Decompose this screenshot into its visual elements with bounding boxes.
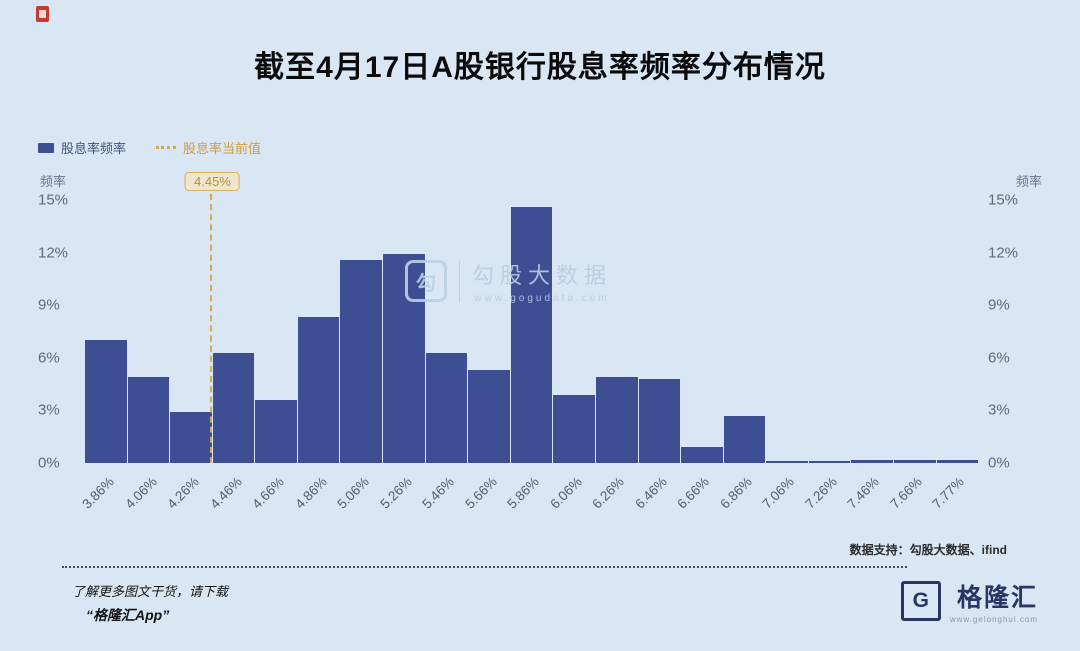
dotted-divider <box>62 566 907 568</box>
bar-6.26% <box>595 377 638 463</box>
x-axis-label: 3.86% <box>79 474 117 512</box>
y-axis-tick: 6% <box>38 349 60 367</box>
chart-title: 截至4月17日A股银行股息率频率分布情况 <box>254 51 826 84</box>
bar-6.86% <box>723 415 766 463</box>
y-axis-tick: 12% <box>38 244 69 262</box>
bar-7.46% <box>851 459 893 463</box>
brand-name: 格隆汇 <box>956 584 1038 612</box>
y-axis-title-left: 频率 <box>40 174 67 189</box>
y-axis-tick: 12% <box>988 244 1019 262</box>
x-axis-label: 7.46% <box>844 474 883 512</box>
x-axis-label: 7.77% <box>929 474 968 512</box>
y-axis-tick: 0% <box>38 454 60 472</box>
promo-text-line1: 了解更多图文干货，请下载 <box>72 584 229 599</box>
y-axis-tick: 9% <box>988 296 1010 314</box>
bar-7.06% <box>766 461 808 463</box>
x-axis-label: 6.06% <box>546 474 585 512</box>
red-seal-icon <box>36 6 49 22</box>
bar-6.06% <box>553 394 595 463</box>
bar-4.06% <box>127 377 170 463</box>
bar-5.66% <box>468 370 510 463</box>
y-axis-left: 0% 3% 6% 9% 12% 15% <box>38 192 84 472</box>
bar-3.86% <box>85 340 127 463</box>
chart-legend: 股息率频率 股息率当前值 <box>38 138 261 157</box>
x-axis-label: 6.26% <box>589 474 628 512</box>
brand-url: www.gelonghui.com <box>949 615 1038 624</box>
bar-7.26% <box>808 461 851 463</box>
x-axis: 3.86% 4.06% 4.26% 4.46% 4.66% 4.86% 5.06% 5.26%… <box>79 468 978 540</box>
promo-text-line2: “格隆汇App” <box>86 607 170 623</box>
bar-4.66% <box>255 399 297 463</box>
x-axis-label: 5.46% <box>419 474 458 512</box>
y-axis-tick: 9% <box>38 296 60 314</box>
y-axis-tick: 0% <box>988 454 1010 472</box>
bar-4.86% <box>297 317 340 463</box>
x-axis-label: 7.26% <box>802 474 840 512</box>
x-axis-label: 4.26% <box>164 474 202 512</box>
current-value-line: 4.45% <box>185 172 240 463</box>
y-axis-tick: 15% <box>38 191 69 209</box>
brand-text-block: 格隆汇 www.gelonghui.com <box>950 578 1038 624</box>
y-axis-right: 0% 3% 6% 9% 12% 15% <box>988 192 1034 472</box>
bar-4.46% <box>212 352 255 463</box>
bar-swatch-icon <box>38 142 54 153</box>
y-axis-tick: 15% <box>988 191 1019 209</box>
bar-6.66% <box>681 447 723 463</box>
x-axis-label: 4.66% <box>249 474 287 512</box>
bar-7.66% <box>893 459 936 463</box>
x-axis-label: 4.46% <box>206 474 245 512</box>
x-axis-label: 6.46% <box>632 474 670 512</box>
bar-5.26% <box>383 254 425 463</box>
x-axis-label: 4.86% <box>291 474 330 512</box>
x-axis-label: 6.86% <box>717 474 755 512</box>
x-axis-label: 5.86% <box>504 474 543 512</box>
bar-5.46% <box>425 352 468 463</box>
bar-6.46% <box>638 378 681 463</box>
bar-5.86% <box>510 207 553 463</box>
bar-5.06% <box>340 259 383 463</box>
y-axis-tick: 6% <box>988 349 1010 367</box>
gelonghui-brand: G 格隆汇 www.gelonghui.com <box>900 578 1038 624</box>
gelonghui-logo-icon: G <box>900 581 941 621</box>
bar-4.26% <box>170 412 212 463</box>
histogram-bars <box>85 200 979 463</box>
x-axis-label: 6.66% <box>674 474 713 512</box>
bar-7.77% <box>936 459 979 463</box>
data-support-note: 数据支持：勾股大数据、ifind <box>849 543 1007 557</box>
legend-item-frequency: 股息率频率 <box>38 138 126 157</box>
plot-area: 勾 勾股大数据 www.gogudata.com 4.45% <box>85 172 979 463</box>
x-axis-label: 5.06% <box>334 474 373 512</box>
y-axis-tick: 3% <box>38 401 60 419</box>
x-axis-label: 5.26% <box>376 474 415 512</box>
x-axis-label: 7.06% <box>759 474 798 512</box>
x-axis-label: 5.66% <box>461 474 500 512</box>
legend-bar-label: 股息率频率 <box>61 141 127 156</box>
y-axis-title-right: 频率 <box>1015 174 1042 189</box>
legend-item-current-value: 股息率当前值 <box>156 138 261 157</box>
legend-line-label: 股息率当前值 <box>183 141 262 156</box>
y-axis-tick: 3% <box>988 401 1010 419</box>
dashed-line-swatch-icon <box>156 146 177 149</box>
x-axis-label: 4.06% <box>121 474 160 512</box>
x-axis-label: 7.66% <box>887 474 925 512</box>
current-value-label: 4.45% <box>185 172 240 191</box>
